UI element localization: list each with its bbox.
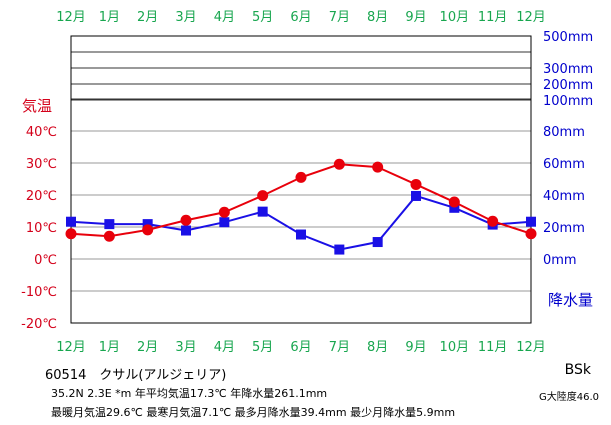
month-label-top: 10月	[440, 10, 470, 25]
precipitation-point	[372, 237, 383, 248]
temperature-point	[487, 215, 499, 227]
month-label-bottom: 6月	[290, 340, 311, 355]
temperature-point	[65, 228, 77, 240]
month-label-top: 4月	[214, 10, 235, 25]
month-label-bottom: 10月	[440, 340, 470, 355]
temperature-point	[103, 230, 115, 242]
temperature-axis-ticks: 40℃ 30℃ 20℃ 10℃ 0℃ -10℃ -20℃	[21, 125, 57, 332]
precipitation-tick-label: 0mm	[543, 253, 577, 268]
month-label-bottom: 4月	[214, 340, 235, 355]
continentality-index: G大陸度46.0	[538, 392, 599, 403]
temperature-point	[448, 196, 460, 208]
month-label-bottom: 2月	[137, 340, 158, 355]
month-label-top: 2月	[137, 10, 158, 25]
month-label-bottom: 9月	[405, 340, 426, 355]
precipitation-tick-label: 300mm	[543, 62, 593, 77]
temperature-point	[257, 190, 269, 202]
temperature-tick-label: 10℃	[26, 221, 57, 236]
month-label-bottom: 12月	[516, 340, 546, 355]
temperature-point	[525, 228, 537, 240]
month-label-top: 1月	[99, 10, 120, 25]
precipitation-axis-title: 降水量	[548, 291, 593, 309]
temperature-point	[142, 224, 154, 236]
temperature-tick-label: 20℃	[26, 189, 57, 204]
temperature-point	[180, 214, 192, 226]
precipitation-line	[70, 194, 532, 251]
month-label-bottom: 5月	[252, 340, 273, 355]
precipitation-series	[66, 190, 536, 255]
station-stats-line2: 最暖月気温29.6℃ 最寒月気温7.1℃ 最多月降水量39.4mm 最少月降水量…	[51, 406, 456, 419]
precipitation-point	[66, 216, 76, 227]
month-label-top: 11月	[478, 10, 508, 25]
temperature-tick-label: 0℃	[34, 253, 57, 268]
month-label-top: 6月	[290, 10, 311, 25]
temperature-tick-label: 30℃	[26, 157, 57, 172]
precipitation-tick-label: 80mm	[543, 125, 585, 140]
bottom-month-labels: 12月 1月 2月 3月 4月 5月 6月 7月 8月 9月 10月 11月 12月	[56, 340, 546, 355]
precipitation-point	[104, 219, 115, 230]
precipitation-point	[181, 225, 191, 236]
temperature-point	[333, 158, 345, 170]
precipitation-point	[142, 219, 153, 230]
temperature-point	[410, 178, 422, 190]
precipitation-tick-label: 500mm	[543, 30, 593, 45]
precipitation-point	[526, 216, 536, 227]
temperature-point	[372, 161, 384, 173]
month-label-top: 12月	[56, 10, 86, 25]
precipitation-point	[449, 202, 460, 213]
temperature-tick-label: -20℃	[21, 317, 57, 332]
month-label-top: 7月	[329, 10, 350, 25]
precipitation-tick-label: 60mm	[543, 157, 585, 172]
precipitation-tick-label: 200mm	[543, 78, 593, 93]
month-label-top: 8月	[367, 10, 388, 25]
plot-frame	[70, 35, 532, 324]
station-name: 60514 クサル(アルジェリア)	[45, 368, 227, 383]
month-label-bottom: 12月	[56, 340, 86, 355]
month-label-top: 12月	[516, 10, 546, 25]
month-label-top: 9月	[405, 10, 426, 25]
precipitation-tick-label: 40mm	[543, 189, 585, 204]
temperature-point	[218, 206, 230, 218]
precipitation-tick-label: 100mm	[543, 94, 593, 109]
temperature-tick-label: 40℃	[26, 125, 57, 140]
temperature-axis-title: 気温	[22, 97, 52, 115]
precipitation-point	[219, 217, 230, 228]
precipitation-point	[257, 206, 268, 217]
temperature-series	[65, 158, 537, 242]
precipitation-point	[334, 244, 345, 255]
temperature-point	[295, 171, 307, 183]
precipitation-point	[411, 190, 421, 201]
month-label-bottom: 3月	[175, 340, 196, 355]
top-month-labels: 12月 1月 2月 3月 4月 5月 6月 7月 8月 9月 10月 11月 12月	[56, 10, 546, 25]
plot-border	[70, 35, 532, 324]
month-label-bottom: 1月	[99, 340, 120, 355]
precipitation-tick-label: 20mm	[543, 221, 585, 236]
month-label-bottom: 7月	[329, 340, 350, 355]
station-stats-line1: 35.2N 2.3E *m 年平均気温17.3℃ 年降水量261.1mm	[51, 387, 328, 400]
precipitation-point	[296, 229, 306, 240]
month-label-bottom: 8月	[367, 340, 388, 355]
climate-classification: BSk	[564, 362, 591, 378]
chart-grid	[71, 51, 531, 292]
month-label-top: 5月	[252, 10, 273, 25]
temperature-tick-label: -10℃	[21, 285, 57, 300]
month-label-bottom: 11月	[478, 340, 508, 355]
month-label-top: 3月	[175, 10, 196, 25]
